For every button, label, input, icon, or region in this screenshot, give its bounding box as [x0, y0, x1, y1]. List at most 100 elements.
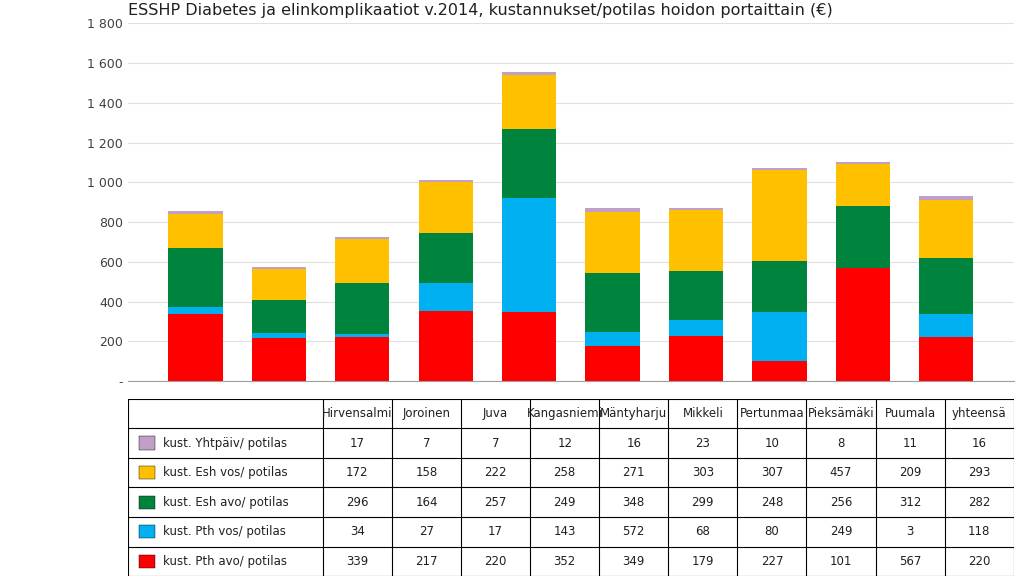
- Text: 222: 222: [484, 466, 507, 479]
- Text: 249: 249: [553, 496, 575, 509]
- Text: Mäntyharju: Mäntyharju: [600, 407, 668, 420]
- Text: Mikkeli: Mikkeli: [682, 407, 723, 420]
- Text: 7: 7: [492, 436, 500, 449]
- Bar: [753, 170, 807, 261]
- Text: 8: 8: [838, 436, 845, 449]
- Bar: [138, 495, 155, 509]
- Text: 10: 10: [765, 436, 779, 449]
- Text: Pieksämäki: Pieksämäki: [808, 407, 874, 420]
- Text: Juva: Juva: [483, 407, 508, 420]
- Text: kust. Yhtpäiv/ potilas: kust. Yhtpäiv/ potilas: [164, 436, 288, 449]
- Text: 258: 258: [554, 466, 575, 479]
- Bar: [502, 72, 556, 75]
- Text: 143: 143: [554, 526, 575, 538]
- Bar: [168, 248, 222, 307]
- Bar: [753, 261, 807, 311]
- Bar: [138, 466, 155, 480]
- Bar: [669, 336, 723, 381]
- Bar: [138, 525, 155, 538]
- Text: 248: 248: [761, 496, 783, 509]
- Text: 271: 271: [623, 466, 645, 479]
- Text: 296: 296: [346, 496, 369, 509]
- Text: 293: 293: [968, 466, 990, 479]
- Text: 457: 457: [829, 466, 852, 479]
- Bar: [920, 197, 974, 200]
- Bar: [586, 272, 640, 332]
- Text: Puumala: Puumala: [885, 407, 936, 420]
- Text: kust. Esh avo/ potilas: kust. Esh avo/ potilas: [164, 496, 289, 509]
- Text: 303: 303: [692, 466, 714, 479]
- Bar: [753, 168, 807, 170]
- Bar: [335, 334, 389, 338]
- Text: 23: 23: [695, 436, 711, 449]
- Text: 158: 158: [416, 466, 437, 479]
- Bar: [920, 200, 974, 258]
- Text: 348: 348: [623, 496, 645, 509]
- Bar: [836, 206, 890, 268]
- Text: 27: 27: [419, 526, 434, 538]
- Text: 220: 220: [968, 555, 990, 568]
- Text: yhteensä: yhteensä: [952, 407, 1007, 420]
- Text: 307: 307: [761, 466, 783, 479]
- Bar: [669, 208, 723, 210]
- Text: 11: 11: [902, 436, 918, 449]
- Text: 572: 572: [623, 526, 645, 538]
- Bar: [168, 214, 222, 248]
- Bar: [586, 346, 640, 381]
- Text: 164: 164: [416, 496, 437, 509]
- Bar: [920, 314, 974, 338]
- Bar: [669, 271, 723, 320]
- Bar: [335, 239, 389, 283]
- Text: 352: 352: [554, 555, 575, 568]
- Text: 282: 282: [968, 496, 990, 509]
- Text: 68: 68: [695, 526, 711, 538]
- Text: kust. Pth avo/ potilas: kust. Pth avo/ potilas: [164, 555, 288, 568]
- Bar: [836, 162, 890, 164]
- Text: 172: 172: [346, 466, 369, 479]
- Bar: [335, 338, 389, 381]
- Text: 217: 217: [416, 555, 437, 568]
- Text: 257: 257: [484, 496, 507, 509]
- Bar: [586, 332, 640, 346]
- Bar: [252, 267, 306, 269]
- Text: 227: 227: [761, 555, 783, 568]
- Text: 7: 7: [423, 436, 430, 449]
- Text: 12: 12: [557, 436, 572, 449]
- Text: 249: 249: [829, 526, 852, 538]
- Text: 34: 34: [350, 526, 365, 538]
- Text: 209: 209: [899, 466, 922, 479]
- Bar: [920, 258, 974, 314]
- Text: kust. Esh vos/ potilas: kust. Esh vos/ potilas: [164, 466, 288, 479]
- Bar: [502, 198, 556, 312]
- Bar: [252, 269, 306, 300]
- Text: ESSHP Diabetes ja elinkomplikaatiot v.2014, kustannukset/potilas hoidon portaitt: ESSHP Diabetes ja elinkomplikaatiot v.20…: [128, 3, 833, 18]
- Bar: [920, 338, 974, 381]
- Text: Joroinen: Joroinen: [402, 407, 451, 420]
- Text: 339: 339: [346, 555, 369, 568]
- Bar: [138, 436, 155, 450]
- Text: 80: 80: [765, 526, 779, 538]
- Bar: [502, 312, 556, 381]
- Text: 3: 3: [906, 526, 913, 538]
- Text: 101: 101: [829, 555, 852, 568]
- Bar: [419, 182, 473, 233]
- Text: 17: 17: [488, 526, 503, 538]
- Bar: [252, 333, 306, 338]
- Bar: [669, 210, 723, 271]
- Text: 349: 349: [623, 555, 645, 568]
- Bar: [335, 237, 389, 239]
- Bar: [419, 233, 473, 283]
- Text: 118: 118: [968, 526, 990, 538]
- Text: Pertunmaa: Pertunmaa: [739, 407, 804, 420]
- Text: kust. Pth vos/ potilas: kust. Pth vos/ potilas: [164, 526, 287, 538]
- Text: 220: 220: [484, 555, 507, 568]
- Bar: [502, 129, 556, 198]
- Text: 17: 17: [350, 436, 365, 449]
- Text: 179: 179: [691, 555, 714, 568]
- Bar: [252, 338, 306, 381]
- Bar: [669, 320, 723, 336]
- Bar: [252, 300, 306, 333]
- Text: 567: 567: [899, 555, 922, 568]
- Bar: [753, 311, 807, 361]
- Text: 16: 16: [627, 436, 641, 449]
